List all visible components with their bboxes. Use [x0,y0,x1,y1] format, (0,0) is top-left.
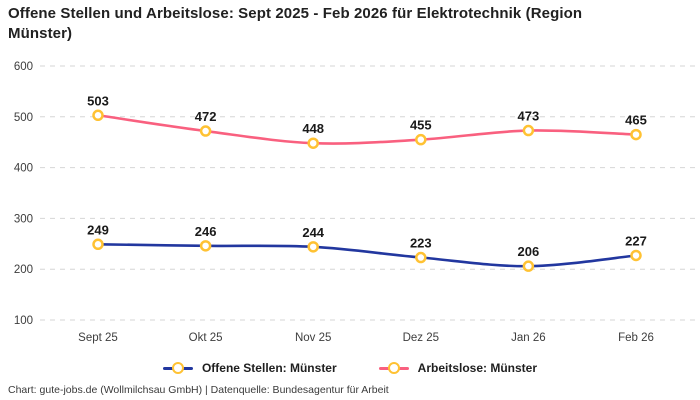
data-point-label: 249 [87,222,109,237]
chart-title: Offene Stellen und Arbeitslose: Sept 202… [8,5,583,43]
y-tick-label: 200 [14,264,33,276]
data-point-marker[interactable] [199,125,212,137]
data-point-label: 455 [410,118,432,133]
x-tick-label: Okt 25 [189,332,223,344]
data-point-marker[interactable] [307,137,319,149]
data-point-marker[interactable] [92,238,104,251]
y-tick-label: 100 [14,315,33,327]
data-point-label: 503 [87,93,109,108]
attribution-text: Chart: gute-jobs.de (Wollmilchsau GmbH) … [8,384,389,396]
data-point-label: 472 [195,109,217,124]
legend-label: Offene Stellen: Münster [201,361,337,375]
data-point-marker[interactable] [307,241,319,253]
data-point-label: 473 [518,109,540,124]
legend-label: Arbeitslose: Münster [417,361,538,375]
x-tick-label: Feb 26 [618,332,654,344]
x-tick-label: Dez 25 [403,332,439,344]
data-point-marker[interactable] [415,133,427,146]
y-tick-label: 300 [14,213,33,225]
data-point-label: 448 [302,121,324,136]
series-line [96,243,638,268]
data-point-marker[interactable] [630,128,642,141]
legend-item-offene-stellen[interactable]: Offene Stellen: Münster [162,361,337,375]
x-tick-label: Jan 26 [511,332,546,344]
chart-legend: Offene Stellen: Münster Arbeitslose: Mün… [0,357,700,379]
data-point-marker[interactable] [199,240,212,252]
data-point-label: 246 [195,224,217,239]
data-point-label: 244 [302,225,324,240]
legend-item-arbeitslose[interactable]: Arbeitslose: Münster [378,361,538,375]
data-point-label: 227 [625,233,647,248]
line-marker-swatch-icon [378,362,409,375]
data-point-marker[interactable] [522,260,535,272]
x-tick-label: Sept 25 [78,332,118,344]
data-point-marker[interactable] [415,251,427,264]
data-point-marker[interactable] [522,124,535,137]
data-point-marker[interactable] [630,249,642,262]
data-point-label: 465 [625,113,647,128]
series-line [96,113,638,145]
x-tick-label: Nov 25 [295,332,331,344]
line-marker-swatch-icon [162,362,193,375]
y-tick-label: 600 [14,61,33,73]
y-tick-label: 500 [14,112,33,124]
data-point-label: 223 [410,236,432,251]
y-tick-label: 400 [14,163,33,175]
data-point-marker[interactable] [92,109,104,122]
data-point-label: 206 [518,244,540,259]
